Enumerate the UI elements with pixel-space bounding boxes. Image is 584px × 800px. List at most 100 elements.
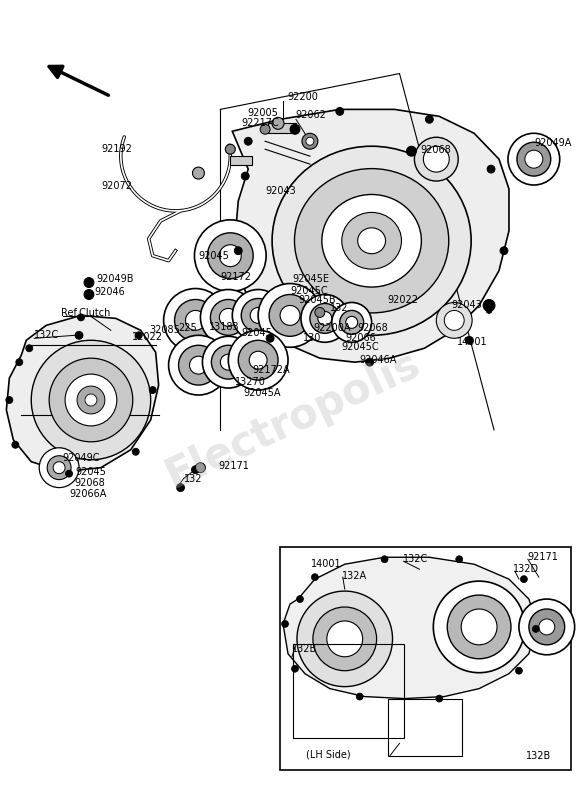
Circle shape <box>244 138 252 146</box>
Bar <box>293 644 405 738</box>
Text: 92062: 92062 <box>295 110 326 120</box>
Text: 92200A: 92200A <box>313 323 350 334</box>
Text: 132B: 132B <box>292 644 317 654</box>
Circle shape <box>16 358 23 366</box>
Bar <box>230 156 252 165</box>
Circle shape <box>297 591 392 686</box>
Circle shape <box>179 346 218 385</box>
Circle shape <box>415 138 458 181</box>
Text: 92045: 92045 <box>199 250 230 261</box>
Circle shape <box>310 303 340 334</box>
Text: 92045A: 92045A <box>243 388 281 398</box>
Circle shape <box>301 294 349 342</box>
Circle shape <box>207 233 253 278</box>
Circle shape <box>306 138 314 146</box>
Bar <box>388 698 462 756</box>
Circle shape <box>297 595 304 602</box>
Text: 92005: 92005 <box>247 108 278 118</box>
Text: 13183: 13183 <box>210 322 240 332</box>
Circle shape <box>238 340 278 380</box>
Circle shape <box>519 599 575 654</box>
Circle shape <box>313 607 377 670</box>
Circle shape <box>483 299 495 311</box>
Circle shape <box>346 316 357 328</box>
Circle shape <box>132 448 139 455</box>
Circle shape <box>65 470 72 477</box>
Circle shape <box>436 695 443 702</box>
Ellipse shape <box>357 228 385 254</box>
Circle shape <box>225 144 235 154</box>
Circle shape <box>203 336 254 388</box>
Text: 92072: 92072 <box>101 181 132 191</box>
Circle shape <box>508 134 559 185</box>
Polygon shape <box>283 558 537 698</box>
Text: 92049B: 92049B <box>96 274 133 283</box>
Circle shape <box>269 294 311 336</box>
Circle shape <box>260 124 270 134</box>
Circle shape <box>465 336 473 344</box>
Circle shape <box>517 142 551 176</box>
Text: 92046: 92046 <box>94 286 125 297</box>
Text: 92171: 92171 <box>527 552 558 562</box>
Text: Electropolis: Electropolis <box>158 342 426 498</box>
Circle shape <box>194 220 266 291</box>
Circle shape <box>249 351 267 369</box>
Circle shape <box>423 146 449 172</box>
Circle shape <box>175 299 216 342</box>
Circle shape <box>250 307 266 323</box>
Circle shape <box>234 246 242 254</box>
Bar <box>268 123 296 134</box>
Circle shape <box>176 484 185 491</box>
Circle shape <box>520 576 527 582</box>
Text: 132: 132 <box>183 474 202 484</box>
Circle shape <box>84 290 94 299</box>
Text: 132C: 132C <box>34 330 60 340</box>
Circle shape <box>169 335 228 395</box>
Ellipse shape <box>322 194 422 287</box>
Circle shape <box>332 302 371 342</box>
Circle shape <box>78 314 85 321</box>
Text: 92045: 92045 <box>75 466 106 477</box>
Text: 92046A: 92046A <box>360 355 397 365</box>
Circle shape <box>47 456 71 480</box>
Text: 92200: 92200 <box>287 93 318 102</box>
Circle shape <box>53 462 65 474</box>
Circle shape <box>135 332 142 338</box>
Circle shape <box>266 334 274 342</box>
Circle shape <box>220 354 237 370</box>
Circle shape <box>425 115 433 123</box>
Circle shape <box>228 330 288 390</box>
Circle shape <box>32 340 151 460</box>
Text: 130: 130 <box>303 334 321 343</box>
Circle shape <box>26 345 33 352</box>
Circle shape <box>164 289 227 352</box>
Ellipse shape <box>272 146 471 335</box>
Circle shape <box>258 283 322 347</box>
Circle shape <box>149 386 156 394</box>
Circle shape <box>189 356 207 374</box>
Circle shape <box>461 609 497 645</box>
Circle shape <box>241 172 249 180</box>
Text: 92172A: 92172A <box>252 365 290 375</box>
Circle shape <box>281 621 288 627</box>
Text: 132: 132 <box>330 303 348 314</box>
Circle shape <box>49 358 133 442</box>
Text: 92043: 92043 <box>265 186 296 196</box>
Text: 92192: 92192 <box>101 144 132 154</box>
Text: 92172: 92172 <box>220 271 251 282</box>
Circle shape <box>516 667 523 674</box>
Circle shape <box>6 397 13 403</box>
Text: 92217C: 92217C <box>241 118 279 128</box>
Circle shape <box>311 574 318 581</box>
Circle shape <box>366 358 374 366</box>
Polygon shape <box>6 315 159 472</box>
Text: 92068: 92068 <box>420 145 451 155</box>
Circle shape <box>290 124 300 134</box>
Text: 92049C: 92049C <box>62 453 100 462</box>
Circle shape <box>232 290 284 342</box>
Circle shape <box>433 581 525 673</box>
Circle shape <box>211 346 245 379</box>
Circle shape <box>186 310 206 330</box>
Circle shape <box>356 693 363 700</box>
Circle shape <box>525 150 543 168</box>
